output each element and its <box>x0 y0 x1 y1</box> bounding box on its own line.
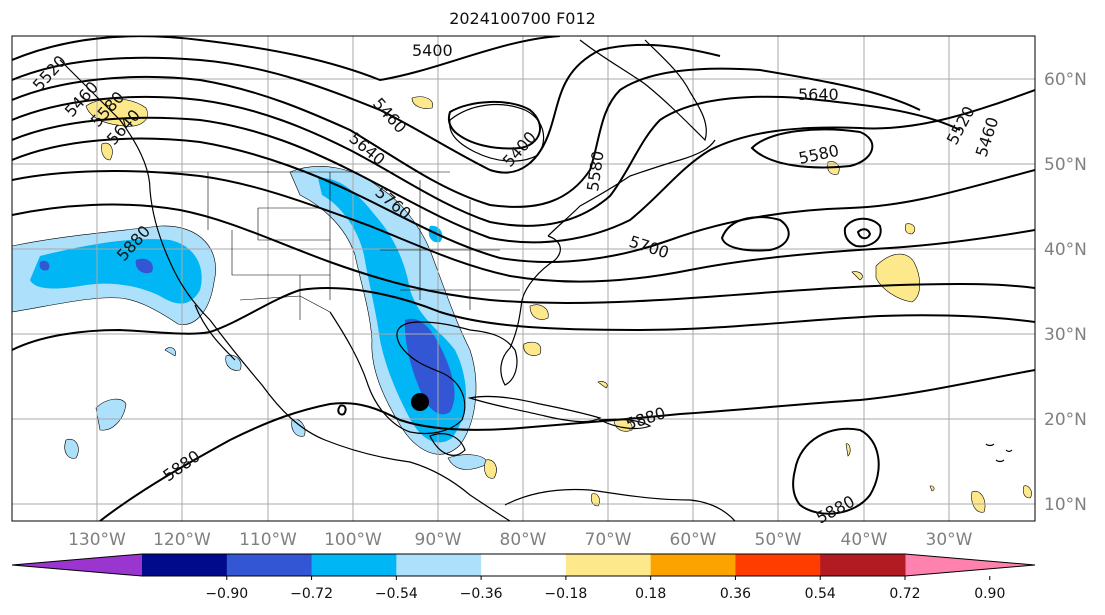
colorbar-extend-min <box>12 554 142 576</box>
lon-label: 30°W <box>926 530 973 550</box>
contour-label: 5400 <box>412 41 453 60</box>
lat-label: 50°N <box>1044 155 1087 175</box>
colorbar-tick-label: −0.36 <box>460 586 503 602</box>
colorbar-segment <box>481 554 567 576</box>
state-borders <box>150 171 520 320</box>
colorbar-tick-label: 0.18 <box>635 586 666 602</box>
colorbar-tick-label: −0.54 <box>375 586 418 602</box>
colorbar-tick-label: 0.54 <box>805 586 836 602</box>
lon-label: 120°W <box>153 530 211 550</box>
colorbar-tick-label: 0.72 <box>889 586 920 602</box>
longitude-labels: 130°W 120°W 110°W 100°W 90°W 80°W 70°W 6… <box>68 530 973 550</box>
lon-label: 50°W <box>755 530 802 550</box>
colorbar: −0.90 −0.72 −0.54 −0.36 −0.18 0.18 0.36 0.54 0.7… <box>11 553 1036 602</box>
storm-center-marker <box>411 393 429 411</box>
colorbar-tick-label: −0.72 <box>290 586 333 602</box>
colorbar-segment <box>396 554 482 576</box>
colorbar-extend-max <box>905 554 1035 576</box>
colorbar-tick-label: −0.90 <box>205 586 248 602</box>
colorbar-tick-label: 0.90 <box>974 586 1005 602</box>
map-frame <box>11 35 1036 522</box>
lat-label: 40°N <box>1044 240 1087 260</box>
colorbar-segment <box>142 554 228 576</box>
colorbar-segment <box>226 554 313 576</box>
contour-label: 5640 <box>798 85 839 104</box>
lon-label: 100°W <box>324 530 382 550</box>
colorbar-segment <box>820 554 906 576</box>
colorbar-outline <box>11 553 1036 577</box>
lon-label: 60°W <box>670 530 717 550</box>
colorbar-segment <box>735 554 821 576</box>
colorbar-segment <box>565 554 652 576</box>
colorbar-segment <box>650 554 736 576</box>
lon-label: 110°W <box>239 530 297 550</box>
map-title: 2024100700 F012 <box>449 9 596 28</box>
height-contours <box>12 36 1035 521</box>
shading-royal-blue <box>39 258 455 415</box>
lon-label: 70°W <box>585 530 632 550</box>
lon-label: 40°W <box>841 530 888 550</box>
lat-label: 30°N <box>1044 325 1087 345</box>
lon-label: 80°W <box>500 530 547 550</box>
latitude-labels: 60°N 50°N 40°N 30°N 20°N 10°N <box>1044 70 1087 515</box>
lat-label: 60°N <box>1044 70 1087 90</box>
coastlines <box>59 39 1013 521</box>
lat-label: 10°N <box>1044 495 1087 515</box>
lat-label: 20°N <box>1044 410 1087 430</box>
colorbar-segment <box>311 554 397 576</box>
lon-label: 130°W <box>68 530 126 550</box>
colorbar-tick-label: −0.18 <box>544 586 587 602</box>
colorbar-tick-label: 0.36 <box>720 586 751 602</box>
lon-label: 90°W <box>415 530 462 550</box>
